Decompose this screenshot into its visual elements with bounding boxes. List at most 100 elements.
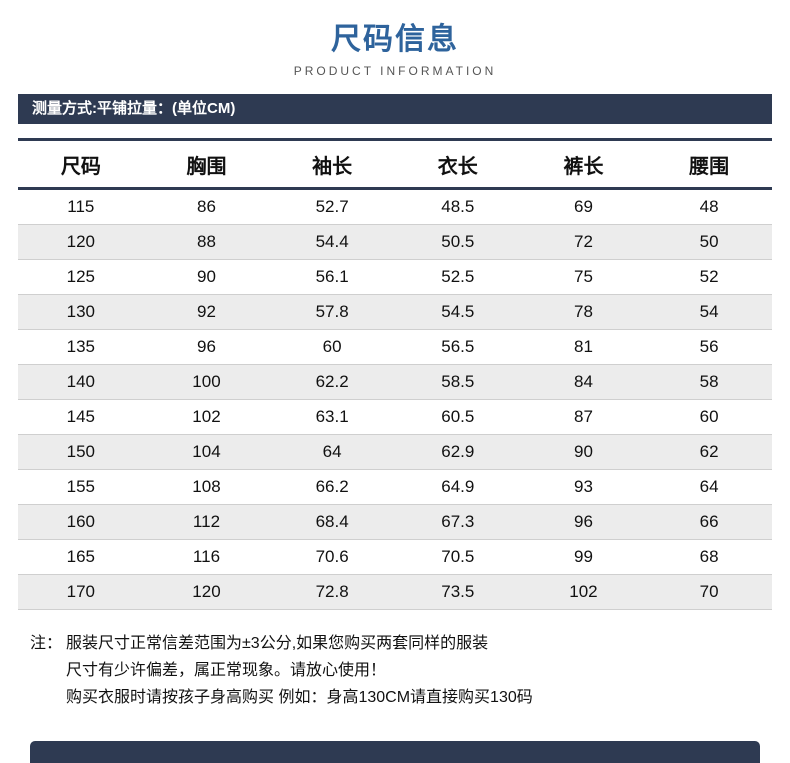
table-cell: 125 xyxy=(18,259,144,295)
table-cell: 73.5 xyxy=(394,574,521,610)
table-cell: 72 xyxy=(520,224,647,260)
note-lines: 服装尺寸正常信差范围为±3公分,如果您购买两套同样的服装 尺寸有少许偏差，属正常… xyxy=(66,630,533,711)
table-cell: 50.5 xyxy=(394,224,521,260)
table-cell: 120 xyxy=(143,574,270,610)
header: 尺码信息 PRODUCT INFORMATION xyxy=(0,0,790,78)
table-cell: 48 xyxy=(646,188,772,225)
table-cell: 66.2 xyxy=(269,469,395,505)
table-cell: 64 xyxy=(646,469,772,505)
table-cell: 99 xyxy=(520,539,647,575)
table-cell: 155 xyxy=(18,469,144,505)
table-cell: 170 xyxy=(18,574,144,610)
table-cell: 96 xyxy=(520,504,647,540)
column-header-sleeve: 袖长 xyxy=(269,138,395,190)
table-cell: 58.5 xyxy=(394,364,521,400)
table-cell: 62.9 xyxy=(394,434,521,470)
table-cell: 70.6 xyxy=(269,539,395,575)
note-prefix: 注： xyxy=(30,635,63,652)
table-cell: 160 xyxy=(18,504,144,540)
table-cell: 90 xyxy=(143,259,270,295)
table-cell: 104 xyxy=(143,434,270,470)
table-cell: 88 xyxy=(143,224,270,260)
table-cell: 60.5 xyxy=(394,399,521,435)
table-row: 165 116 70.6 70.5 99 68 xyxy=(18,539,772,575)
table-cell: 62.2 xyxy=(269,364,395,400)
table-row: 125 90 56.1 52.5 75 52 xyxy=(18,259,772,295)
table-row: 135 96 60 56.5 81 56 xyxy=(18,329,772,365)
column-header-waist: 腰围 xyxy=(646,138,772,190)
table-cell: 116 xyxy=(143,539,270,575)
table-cell: 69 xyxy=(520,188,647,225)
table-cell: 112 xyxy=(143,504,270,540)
table-row: 140 100 62.2 58.5 84 58 xyxy=(18,364,772,400)
table-cell: 102 xyxy=(520,574,647,610)
note-line: 尺寸有少许偏差，属正常现象。请放心使用！ xyxy=(66,662,387,679)
table-cell: 115 xyxy=(18,188,144,225)
table-cell: 66 xyxy=(646,504,772,540)
note-line: 服装尺寸正常信差范围为±3公分,如果您购买两套同样的服装 xyxy=(66,635,489,652)
size-table: 尺码 胸围 袖长 衣长 裤长 腰围 115 86 52.7 48.5 69 48 120 88… xyxy=(18,138,772,610)
table-cell: 102 xyxy=(143,399,270,435)
table-header-row: 尺码 胸围 袖长 衣长 裤长 腰围 xyxy=(18,138,772,190)
table-cell: 120 xyxy=(18,224,144,260)
table-cell: 140 xyxy=(18,364,144,400)
table-cell: 135 xyxy=(18,329,144,365)
table-cell: 56.5 xyxy=(394,329,521,365)
table-cell: 56.1 xyxy=(269,259,395,295)
table-cell: 64 xyxy=(269,434,395,470)
table-row: 160 112 68.4 67.3 96 66 xyxy=(18,504,772,540)
table-row: 145 102 63.1 60.5 87 60 xyxy=(18,399,772,435)
table-cell: 70.5 xyxy=(394,539,521,575)
note-line: 购买衣服时请按孩子身高购买 例如：身高130CM请直接购买130码 xyxy=(66,689,533,706)
table-cell: 52 xyxy=(646,259,772,295)
table-cell: 92 xyxy=(143,294,270,330)
page-title: 尺码信息 xyxy=(331,23,459,56)
table-row: 130 92 57.8 54.5 78 54 xyxy=(18,294,772,330)
table-cell: 150 xyxy=(18,434,144,470)
size-table-body: 115 86 52.7 48.5 69 48 120 88 54.4 50.5 72 50 125 90 5… xyxy=(18,188,772,610)
table-cell: 75 xyxy=(520,259,647,295)
table-cell: 145 xyxy=(18,399,144,435)
table-cell: 72.8 xyxy=(269,574,395,610)
table-cell: 100 xyxy=(143,364,270,400)
table-cell: 54 xyxy=(646,294,772,330)
column-header-size: 尺码 xyxy=(18,138,144,190)
table-cell: 62 xyxy=(646,434,772,470)
table-cell: 54.5 xyxy=(394,294,521,330)
table-cell: 93 xyxy=(520,469,647,505)
table-cell: 50 xyxy=(646,224,772,260)
table-cell: 165 xyxy=(18,539,144,575)
table-row: 170 120 72.8 73.5 102 70 xyxy=(18,574,772,610)
table-cell: 87 xyxy=(520,399,647,435)
table-cell: 52.5 xyxy=(394,259,521,295)
table-cell: 58 xyxy=(646,364,772,400)
table-cell: 67.3 xyxy=(394,504,521,540)
table-cell: 57.8 xyxy=(269,294,395,330)
table-cell: 68.4 xyxy=(269,504,395,540)
table-cell: 56 xyxy=(646,329,772,365)
table-cell: 70 xyxy=(646,574,772,610)
table-cell: 52.7 xyxy=(269,188,395,225)
page-subtitle: PRODUCT INFORMATION xyxy=(293,64,497,78)
table-cell: 60 xyxy=(646,399,772,435)
measure-method-bar: 测量方式:平铺拉量：(单位CM) xyxy=(18,94,772,124)
table-cell: 86 xyxy=(143,188,270,225)
table-cell: 90 xyxy=(520,434,647,470)
table-cell: 96 xyxy=(143,329,270,365)
table-row: 155 108 66.2 64.9 93 64 xyxy=(18,469,772,505)
table-row: 115 86 52.7 48.5 69 48 xyxy=(18,188,772,225)
column-header-chest: 胸围 xyxy=(143,138,270,190)
table-cell: 130 xyxy=(18,294,144,330)
table-cell: 60 xyxy=(269,329,395,365)
table-row: 120 88 54.4 50.5 72 50 xyxy=(18,224,772,260)
table-cell: 84 xyxy=(520,364,647,400)
table-cell: 68 xyxy=(646,539,772,575)
table-row: 150 104 64 62.9 90 62 xyxy=(18,434,772,470)
column-header-length: 衣长 xyxy=(394,138,521,190)
table-cell: 64.9 xyxy=(394,469,521,505)
bottom-accent-bar xyxy=(30,741,760,763)
column-header-pants: 裤长 xyxy=(520,138,647,190)
measure-method-label: 测量方式:平铺拉量：(单位CM) xyxy=(32,100,236,117)
table-cell: 108 xyxy=(143,469,270,505)
